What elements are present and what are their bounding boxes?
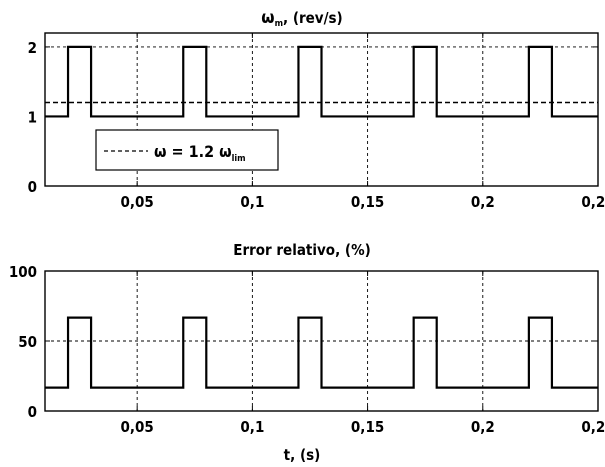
chart-omega-title: ωm, (rev/s)	[261, 8, 342, 29]
chart-error-series	[45, 316, 598, 389]
chart-omega-series	[45, 45, 598, 118]
legend-box	[95, 129, 279, 171]
chart-error-xtick-label-3: 0,2	[471, 418, 495, 436]
chart-omega-ytick-label-2: 2	[28, 39, 37, 57]
chart-error-xtick-label-2: 0,15	[351, 418, 384, 436]
chart-error-title: Error relativo, (%)	[233, 241, 371, 259]
chart-error-ytick-label-0: 0	[28, 403, 37, 421]
chart-error: Error relativo, (%) 0,05 0,1 0,15 0,2 0,25 0 5…	[9, 241, 605, 464]
chart-omega-xtick-label-3: 0,2	[471, 193, 495, 211]
chart-omega: ωm, (rev/s) 0,05 0,1 0,15 0,2 0,25 0 1 2 ω = 1.…	[28, 8, 605, 211]
chart-omega-title-rest: , (rev/s)	[283, 9, 343, 27]
chart-error-xtick-label-0: 0,05	[121, 418, 154, 436]
chart-error-ytick-label-1: 50	[18, 333, 37, 351]
legend-label-main: ω = 1.2 ω	[154, 142, 232, 161]
chart-error-ytick-label-2: 100	[9, 263, 37, 281]
chart-omega-title-sub: m	[275, 19, 283, 29]
chart-omega-ytick-label-0: 0	[28, 178, 37, 196]
chart-omega-series-0	[45, 45, 598, 118]
chart-error-series-0	[45, 316, 598, 389]
chart-error-xtick-label-4: 0,25	[581, 418, 605, 436]
chart-omega-xtick-label-2: 0,15	[351, 193, 384, 211]
chart-omega-title-main: ω	[261, 8, 274, 28]
chart-omega-ticks: 0,05 0,1 0,15 0,2 0,25 0 1 2	[28, 33, 605, 211]
chart-omega-xtick-label-4: 0,25	[581, 193, 605, 211]
chart-omega-xtick-label-0: 0,05	[121, 193, 154, 211]
chart-omega-xtick-label-1: 0,1	[240, 193, 264, 211]
chart-error-ticks: 0,05 0,1 0,15 0,2 0,25 0 50 100	[9, 263, 605, 436]
chart-omega-plot-area	[44, 32, 599, 187]
chart-error-xtick-label-1: 0,1	[240, 418, 264, 436]
chart-error-xlabel: t, (s)	[284, 446, 321, 464]
chart-omega-ytick-label-1: 1	[28, 108, 37, 126]
legend-label: ω = 1.2 ωlim	[154, 142, 246, 164]
legend-label-sub: lim	[232, 154, 246, 164]
chart-omega-legend: ω = 1.2 ωlim	[95, 129, 279, 171]
